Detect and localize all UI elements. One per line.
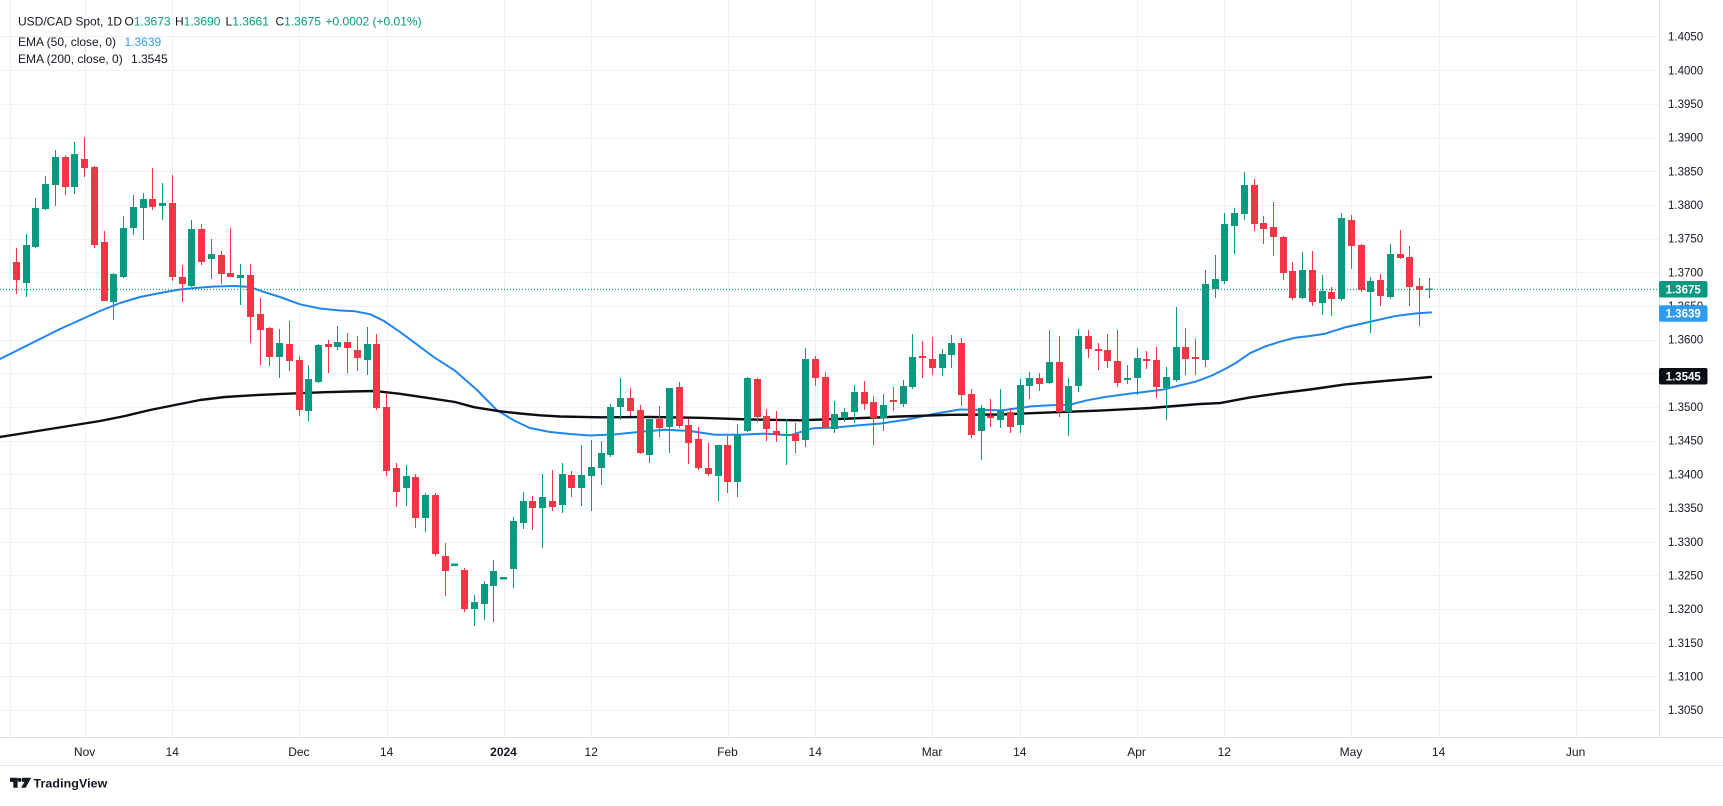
svg-text:May: May	[1340, 745, 1363, 759]
svg-text:1.3750: 1.3750	[1668, 234, 1703, 246]
svg-text:Nov: Nov	[74, 745, 95, 759]
svg-text:TradingView: TradingView	[34, 777, 108, 791]
svg-text:1.3600: 1.3600	[1668, 335, 1703, 347]
svg-text:1.3500: 1.3500	[1668, 402, 1703, 414]
svg-text:1.3545: 1.3545	[1666, 372, 1702, 384]
svg-text:L1.3661: L1.3661	[226, 15, 270, 29]
svg-text:14: 14	[380, 745, 394, 759]
svg-text:14: 14	[1432, 745, 1446, 759]
svg-text:1.3700: 1.3700	[1668, 267, 1703, 279]
svg-text:Jun: Jun	[1566, 745, 1585, 759]
svg-text:1.3950: 1.3950	[1668, 99, 1703, 111]
svg-text:H1.3690: H1.3690	[175, 15, 221, 29]
svg-text:Mar: Mar	[922, 745, 943, 759]
svg-text:1.3450: 1.3450	[1668, 436, 1703, 448]
svg-text:Dec: Dec	[288, 745, 309, 759]
svg-text:1.3050: 1.3050	[1668, 705, 1703, 717]
svg-text:Apr: Apr	[1127, 745, 1146, 759]
svg-text:1.3800: 1.3800	[1668, 200, 1703, 212]
svg-text:1.3900: 1.3900	[1668, 133, 1703, 145]
svg-text:14: 14	[166, 745, 180, 759]
svg-text:EMA (50, close, 0): EMA (50, close, 0)	[18, 35, 116, 49]
svg-text:1.3639: 1.3639	[1666, 309, 1701, 321]
svg-text:1.3850: 1.3850	[1668, 166, 1703, 178]
svg-text:1.3100: 1.3100	[1668, 672, 1703, 684]
svg-text:1.3300: 1.3300	[1668, 537, 1703, 549]
svg-text:1.3400: 1.3400	[1668, 469, 1703, 481]
svg-text:1.3675: 1.3675	[1666, 284, 1702, 296]
svg-text:C1.3675: C1.3675	[276, 15, 322, 29]
svg-text:1.4050: 1.4050	[1668, 32, 1703, 44]
svg-text:EMA (200, close, 0): EMA (200, close, 0)	[18, 52, 123, 66]
svg-text:1.4000: 1.4000	[1668, 65, 1703, 77]
svg-text:1.3545: 1.3545	[131, 52, 168, 66]
svg-text:12: 12	[1218, 745, 1232, 759]
svg-text:O1.3673: O1.3673	[125, 15, 171, 29]
svg-text:1.3250: 1.3250	[1668, 571, 1703, 583]
svg-text:+0.0002 (+0.01%): +0.0002 (+0.01%)	[326, 15, 422, 29]
svg-text:Feb: Feb	[717, 745, 738, 759]
svg-text:14: 14	[809, 745, 823, 759]
svg-text:2024: 2024	[490, 745, 517, 759]
svg-text:14: 14	[1013, 745, 1027, 759]
svg-text:12: 12	[585, 745, 599, 759]
svg-text:1.3150: 1.3150	[1668, 638, 1703, 650]
svg-text:1.3200: 1.3200	[1668, 604, 1703, 616]
svg-text:1.3350: 1.3350	[1668, 503, 1703, 515]
svg-text:1.3639: 1.3639	[125, 35, 162, 49]
svg-text:USD/CAD Spot, 1D: USD/CAD Spot, 1D	[18, 15, 122, 29]
